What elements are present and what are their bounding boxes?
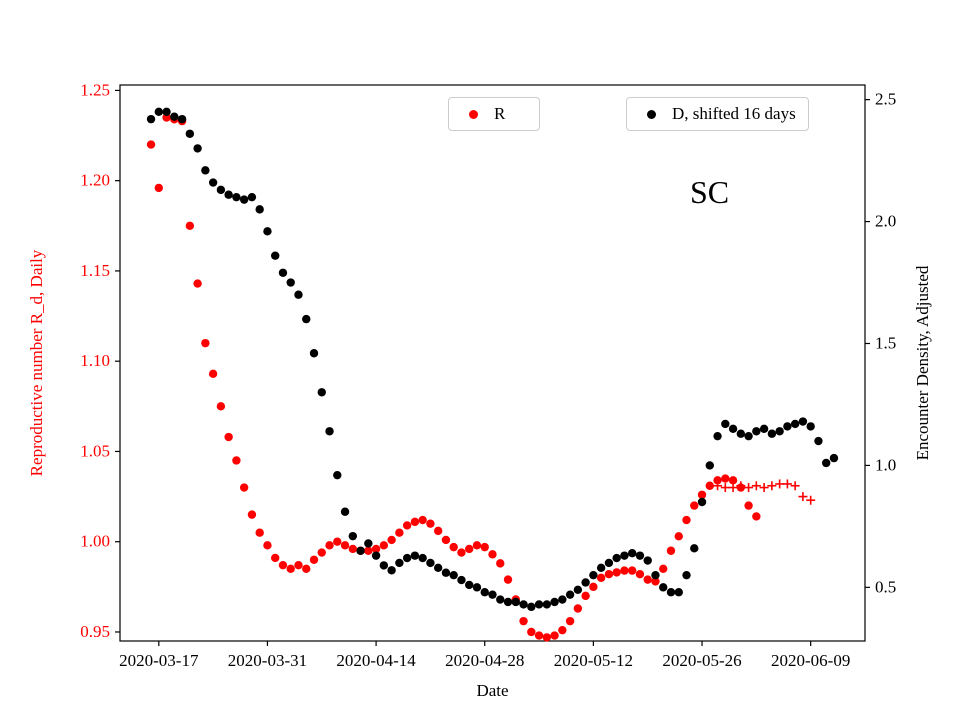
svg-text:2020-03-17: 2020-03-17 (119, 651, 199, 670)
svg-text:Reproductive number R_d, Daily: Reproductive number R_d, Daily (27, 249, 46, 476)
legend-r-dot-icon (469, 109, 478, 119)
legend-d-shifted: D, shifted 16 days (626, 97, 809, 131)
svg-text:1.15: 1.15 (80, 261, 110, 280)
svg-text:2020-03-31: 2020-03-31 (228, 651, 307, 670)
svg-text:2.0: 2.0 (875, 212, 896, 231)
legend-r-label: R (494, 104, 506, 123)
svg-text:2020-04-28: 2020-04-28 (445, 651, 524, 670)
svg-text:2020-04-14: 2020-04-14 (336, 651, 416, 670)
svg-text:0.95: 0.95 (80, 622, 110, 641)
svg-text:2.5: 2.5 (875, 90, 896, 109)
annotation-sc: SC (690, 174, 730, 210)
svg-text:Encounter Density, Adjusted: Encounter Density, Adjusted (913, 265, 932, 460)
svg-text:1.05: 1.05 (80, 441, 110, 460)
svg-text:0.5: 0.5 (875, 577, 896, 596)
legend-d-dot-icon (647, 109, 656, 119)
svg-text:Date: Date (476, 681, 508, 700)
svg-text:1.25: 1.25 (80, 80, 110, 99)
svg-text:2020-05-26: 2020-05-26 (662, 651, 741, 670)
svg-text:1.20: 1.20 (80, 171, 110, 190)
svg-text:1.00: 1.00 (80, 532, 110, 551)
svg-text:2020-05-12: 2020-05-12 (554, 651, 633, 670)
svg-text:1.5: 1.5 (875, 333, 896, 352)
svg-text:2020-06-09: 2020-06-09 (771, 651, 850, 670)
legend-r: R (448, 97, 540, 131)
svg-text:1.10: 1.10 (80, 351, 110, 370)
legend-d-label: D, shifted 16 days (672, 104, 796, 123)
svg-text:1.0: 1.0 (875, 455, 896, 474)
